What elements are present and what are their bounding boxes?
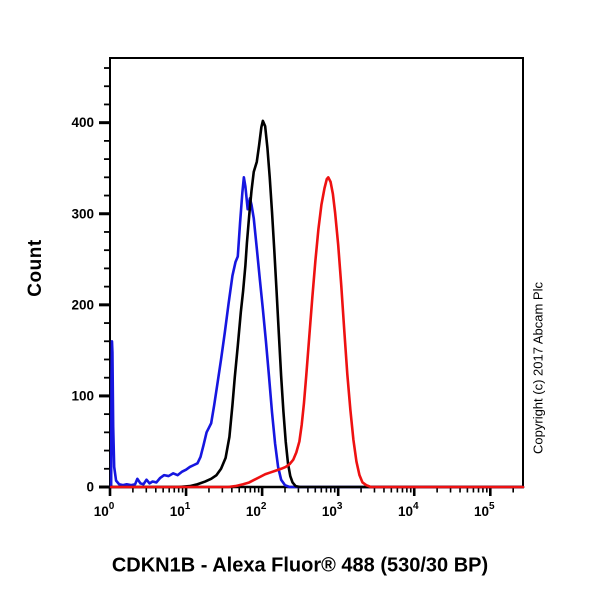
x-tick-label: 102 — [246, 501, 267, 519]
copyright-text: Copyright (c) 2017 Abcam Plc — [530, 282, 546, 454]
x-tick-label: 104 — [398, 501, 419, 519]
curve-black-histogram — [109, 119, 525, 489]
y-tick-label: 400 — [71, 115, 94, 130]
x-axis: 100 101 102 103 104 105 — [94, 487, 514, 519]
y-tick-label: 200 — [71, 297, 94, 312]
y-tick-label: 100 — [71, 388, 94, 403]
plot-frame — [109, 57, 524, 489]
x-tick-label: 101 — [170, 501, 191, 519]
x-tick-label: 103 — [322, 501, 343, 519]
y-axis: 0 100 200 300 400 — [71, 67, 110, 495]
y-axis-label: Count — [25, 239, 46, 297]
y-tick-label: 300 — [71, 206, 94, 221]
curve-blue-histogram — [109, 176, 525, 489]
curve-red-histogram — [109, 176, 525, 489]
x-tick-label: 105 — [474, 501, 495, 519]
chart-title: CDKN1B - Alexa Fluor® 488 (530/30 BP) — [111, 554, 489, 577]
x-tick-label: 100 — [94, 501, 115, 519]
y-tick-label: 0 — [86, 480, 94, 495]
